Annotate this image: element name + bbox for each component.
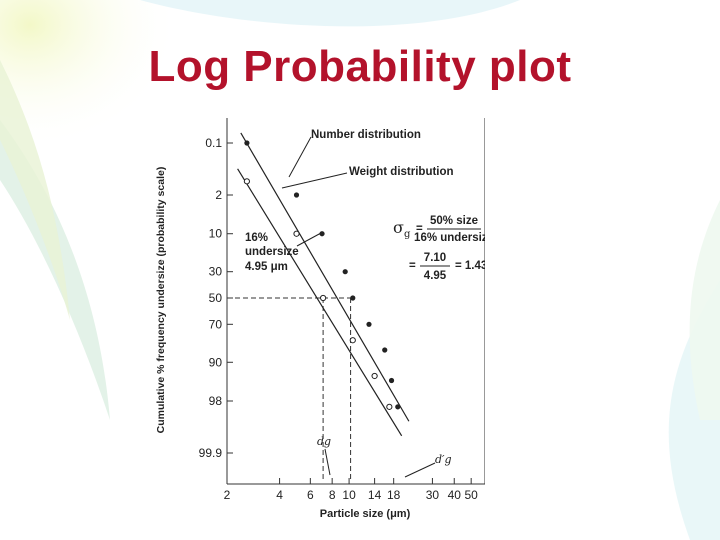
x-tick-label: 2 <box>224 488 231 502</box>
y-tick-label: 30 <box>209 265 223 279</box>
data-points <box>243 140 401 410</box>
undersize-size-label: 4.95 μm <box>245 261 288 273</box>
x-axis-ticks: 2 4 6 8 10 14 18 30 40 50 <box>224 478 478 502</box>
calc-numerator: 7.10 <box>424 252 446 264</box>
fit-line-weight <box>237 168 403 437</box>
undersize-leader <box>296 232 322 247</box>
number-data-point <box>395 404 401 410</box>
weight-data-point <box>320 294 327 302</box>
number-data-point <box>342 269 348 275</box>
y-axis-ticks: 0.1 2 10 30 50 70 90 98 99.9 <box>199 136 233 460</box>
reference-lines <box>227 297 352 481</box>
number-data-point <box>382 347 388 353</box>
y-tick-label: 10 <box>209 227 223 241</box>
number-data-point <box>293 192 300 198</box>
x-tick-label: 40 <box>448 488 462 502</box>
y-tick-label: 90 <box>209 355 223 369</box>
slide-title: Log Probability plot <box>148 42 572 91</box>
dg-prime-label: d′g <box>435 453 452 466</box>
x-tick-label: 18 <box>387 488 401 502</box>
sigma-equals: = <box>416 223 423 235</box>
x-tick-label: 8 <box>329 488 336 502</box>
sigma-subscript: g <box>404 229 411 240</box>
x-tick-label: 30 <box>426 488 440 502</box>
calc-result: = 1.43 <box>455 260 485 272</box>
x-tick-label: 4 <box>276 488 283 502</box>
calc-denominator: 4.95 <box>424 270 447 282</box>
y-tick-label: 50 <box>209 291 223 305</box>
weight-data-point <box>386 403 393 410</box>
weight-data-point <box>349 337 356 344</box>
fit-lines <box>237 132 410 437</box>
y-tick-label: 70 <box>209 317 223 331</box>
weight-data-point <box>293 230 300 237</box>
fit-line-number <box>240 132 410 422</box>
y-tick-label: 98 <box>209 394 223 408</box>
dg-leader <box>324 448 331 476</box>
chart-panel: 0.1 2 10 30 50 70 90 98 99.9 2 4 6 8 10 14 18 30 40 50 Pa… <box>147 113 485 523</box>
number-data-point <box>388 377 395 384</box>
weight-data-point <box>243 178 251 185</box>
weight-data-point <box>371 372 378 380</box>
x-tick-label: 6 <box>307 488 314 502</box>
dg-label: dg <box>317 435 331 448</box>
y-tick-label: 0.1 <box>205 136 222 150</box>
number-data-point <box>319 231 325 237</box>
undersize-word-label: undersize <box>245 246 299 258</box>
sigma-denominator: 16% undersize <box>414 232 485 244</box>
sigma-symbol: σ <box>393 218 404 237</box>
x-tick-label: 50 <box>464 488 478 502</box>
dg-prime-leader <box>404 462 436 478</box>
x-axis-title: Particle size (μm) <box>320 508 411 520</box>
y-tick-label: 99.9 <box>199 446 223 460</box>
y-axis-title: Cumulative % frequency undersize (probab… <box>155 167 167 434</box>
x-tick-label: 14 <box>368 488 382 502</box>
x-tick-label: 10 <box>342 488 356 502</box>
sigma-numerator: 50% size <box>430 215 478 227</box>
weight-label-leader <box>281 172 348 189</box>
number-data-point <box>366 321 372 327</box>
number-distribution-label: Number distribution <box>311 129 421 141</box>
y-tick-label: 2 <box>215 188 222 202</box>
weight-distribution-label: Weight distribution <box>349 166 454 178</box>
number-label-leader <box>288 136 312 178</box>
calc-equals: = <box>409 260 416 272</box>
number-data-point <box>350 295 356 301</box>
undersize-percent-label: 16% <box>245 232 268 244</box>
number-data-point <box>244 140 250 146</box>
